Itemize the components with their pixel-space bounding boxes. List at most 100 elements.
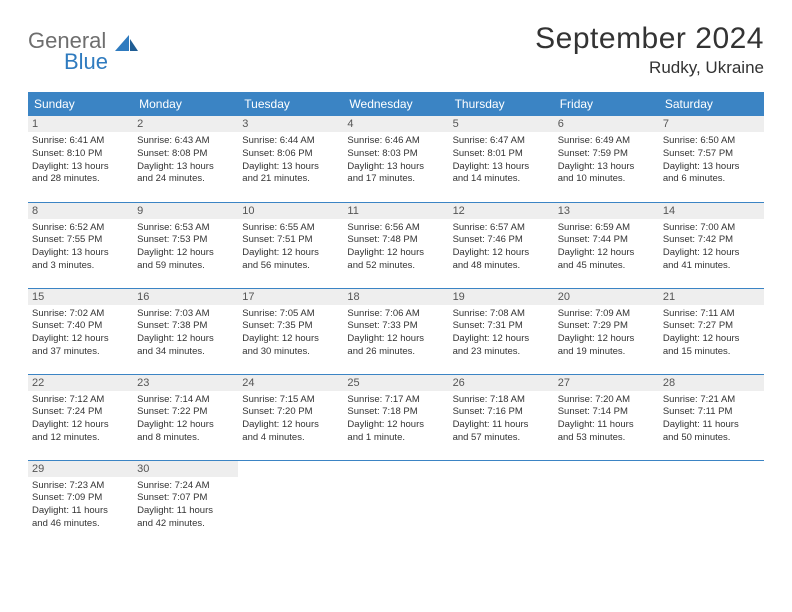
day-cell <box>343 460 448 546</box>
logo-text-blue: Blue <box>64 51 139 73</box>
sunset-text: Sunset: 8:01 PM <box>453 148 550 161</box>
day-info: Sunrise: 7:17 AMSunset: 7:18 PMDaylight:… <box>347 394 444 445</box>
daylight-text-1: Daylight: 12 hours <box>242 419 339 432</box>
sunset-text: Sunset: 7:11 PM <box>663 406 760 419</box>
day-info: Sunrise: 6:59 AMSunset: 7:44 PMDaylight:… <box>558 222 655 273</box>
sunset-text: Sunset: 7:22 PM <box>137 406 234 419</box>
daylight-text-2: and 14 minutes. <box>453 173 550 186</box>
sunrise-text: Sunrise: 7:03 AM <box>137 308 234 321</box>
sunrise-text: Sunrise: 7:09 AM <box>558 308 655 321</box>
day-number: 8 <box>28 203 133 219</box>
day-cell: 10Sunrise: 6:55 AMSunset: 7:51 PMDayligh… <box>238 202 343 288</box>
day-number: 3 <box>238 116 343 132</box>
sunrise-text: Sunrise: 6:56 AM <box>347 222 444 235</box>
calendar-table: Sunday Monday Tuesday Wednesday Thursday… <box>28 92 764 546</box>
day-cell <box>659 460 764 546</box>
sunset-text: Sunset: 7:51 PM <box>242 234 339 247</box>
day-info: Sunrise: 6:57 AMSunset: 7:46 PMDaylight:… <box>453 222 550 273</box>
day-cell: 15Sunrise: 7:02 AMSunset: 7:40 PMDayligh… <box>28 288 133 374</box>
day-info: Sunrise: 7:11 AMSunset: 7:27 PMDaylight:… <box>663 308 760 359</box>
day-number: 9 <box>133 203 238 219</box>
daylight-text-2: and 15 minutes. <box>663 346 760 359</box>
day-cell: 1 Sunrise: 6:41 AMSunset: 8:10 PMDaylight… <box>28 116 133 202</box>
daylight-text-2: and 50 minutes. <box>663 432 760 445</box>
daylight-text-1: Daylight: 13 hours <box>347 161 444 174</box>
daylight-text-1: Daylight: 12 hours <box>663 247 760 260</box>
day-number: 27 <box>554 375 659 391</box>
day-number: 6 <box>554 116 659 132</box>
day-header: Sunday <box>28 92 133 116</box>
day-number: 13 <box>554 203 659 219</box>
sunrise-text: Sunrise: 7:05 AM <box>242 308 339 321</box>
day-header: Friday <box>554 92 659 116</box>
day-cell: 26Sunrise: 7:18 AMSunset: 7:16 PMDayligh… <box>449 374 554 460</box>
sunrise-text: Sunrise: 7:14 AM <box>137 394 234 407</box>
day-cell: 20 Sunrise: 7:09 AMSunset: 7:29 PMDayligh… <box>554 288 659 374</box>
daylight-text-1: Daylight: 12 hours <box>32 419 129 432</box>
daylight-text-1: Daylight: 13 hours <box>558 161 655 174</box>
day-info: Sunrise: 6:56 AMSunset: 7:48 PMDaylight:… <box>347 222 444 273</box>
day-number: 26 <box>449 375 554 391</box>
day-info: Sunrise: 7:23 AMSunset: 7:09 PMDaylight:… <box>32 480 129 531</box>
sunset-text: Sunset: 8:08 PM <box>137 148 234 161</box>
day-cell: 11Sunrise: 6:56 AMSunset: 7:48 PMDayligh… <box>343 202 448 288</box>
sunset-text: Sunset: 7:53 PM <box>137 234 234 247</box>
day-info: Sunrise: 7:21 AMSunset: 7:11 PMDaylight:… <box>663 394 760 445</box>
day-info: Sunrise: 6:41 AMSunset: 8:10 PMDaylight:… <box>32 135 129 186</box>
day-number: 20 <box>554 289 659 305</box>
daylight-text-1: Daylight: 13 hours <box>242 161 339 174</box>
sunrise-text: Sunrise: 6:55 AM <box>242 222 339 235</box>
day-cell: 23Sunrise: 7:14 AMSunset: 7:22 PMDayligh… <box>133 374 238 460</box>
day-number: 24 <box>238 375 343 391</box>
day-cell: 8Sunrise: 6:52 AMSunset: 7:55 PMDaylight… <box>28 202 133 288</box>
daylight-text-2: and 10 minutes. <box>558 173 655 186</box>
daylight-text-1: Daylight: 12 hours <box>242 333 339 346</box>
sunrise-text: Sunrise: 6:49 AM <box>558 135 655 148</box>
day-cell: 4Sunrise: 6:46 AMSunset: 8:03 PMDaylight… <box>343 116 448 202</box>
day-cell: 3 Sunrise: 6:44 AMSunset: 8:06 PMDaylight… <box>238 116 343 202</box>
day-cell: 18Sunrise: 7:06 AMSunset: 7:33 PMDayligh… <box>343 288 448 374</box>
day-number: 25 <box>343 375 448 391</box>
week-row: 29Sunrise: 7:23 AMSunset: 7:09 PMDayligh… <box>28 460 764 546</box>
day-number: 18 <box>343 289 448 305</box>
daylight-text-2: and 46 minutes. <box>32 518 129 531</box>
daylight-text-1: Daylight: 11 hours <box>663 419 760 432</box>
day-info: Sunrise: 6:47 AMSunset: 8:01 PMDaylight:… <box>453 135 550 186</box>
daylight-text-2: and 57 minutes. <box>453 432 550 445</box>
day-info: Sunrise: 6:49 AMSunset: 7:59 PMDaylight:… <box>558 135 655 186</box>
sunrise-text: Sunrise: 6:50 AM <box>663 135 760 148</box>
day-info: Sunrise: 6:46 AMSunset: 8:03 PMDaylight:… <box>347 135 444 186</box>
month-title: September 2024 <box>535 22 764 56</box>
day-header: Wednesday <box>343 92 448 116</box>
daylight-text-1: Daylight: 12 hours <box>32 333 129 346</box>
daylight-text-1: Daylight: 13 hours <box>32 161 129 174</box>
sunset-text: Sunset: 8:06 PM <box>242 148 339 161</box>
day-number: 10 <box>238 203 343 219</box>
day-number: 23 <box>133 375 238 391</box>
daylight-text-1: Daylight: 11 hours <box>558 419 655 432</box>
sunset-text: Sunset: 8:10 PM <box>32 148 129 161</box>
sunrise-text: Sunrise: 6:46 AM <box>347 135 444 148</box>
sunset-text: Sunset: 7:42 PM <box>663 234 760 247</box>
daylight-text-2: and 34 minutes. <box>137 346 234 359</box>
daylight-text-1: Daylight: 13 hours <box>453 161 550 174</box>
daylight-text-2: and 48 minutes. <box>453 260 550 273</box>
sunset-text: Sunset: 7:59 PM <box>558 148 655 161</box>
sunset-text: Sunset: 7:46 PM <box>453 234 550 247</box>
daylight-text-2: and 30 minutes. <box>242 346 339 359</box>
logo-sail-icon <box>115 34 139 52</box>
daylight-text-2: and 21 minutes. <box>242 173 339 186</box>
day-info: Sunrise: 7:03 AMSunset: 7:38 PMDaylight:… <box>137 308 234 359</box>
sunset-text: Sunset: 7:16 PM <box>453 406 550 419</box>
day-number: 1 <box>28 116 133 132</box>
day-info: Sunrise: 6:44 AMSunset: 8:06 PMDaylight:… <box>242 135 339 186</box>
day-cell: 6 Sunrise: 6:49 AMSunset: 7:59 PMDaylight… <box>554 116 659 202</box>
sunrise-text: Sunrise: 6:44 AM <box>242 135 339 148</box>
daylight-text-2: and 52 minutes. <box>347 260 444 273</box>
sunrise-text: Sunrise: 7:12 AM <box>32 394 129 407</box>
day-header: Tuesday <box>238 92 343 116</box>
sunset-text: Sunset: 7:57 PM <box>663 148 760 161</box>
day-info: Sunrise: 7:09 AMSunset: 7:29 PMDaylight:… <box>558 308 655 359</box>
day-info: Sunrise: 7:05 AMSunset: 7:35 PMDaylight:… <box>242 308 339 359</box>
day-info: Sunrise: 7:00 AMSunset: 7:42 PMDaylight:… <box>663 222 760 273</box>
